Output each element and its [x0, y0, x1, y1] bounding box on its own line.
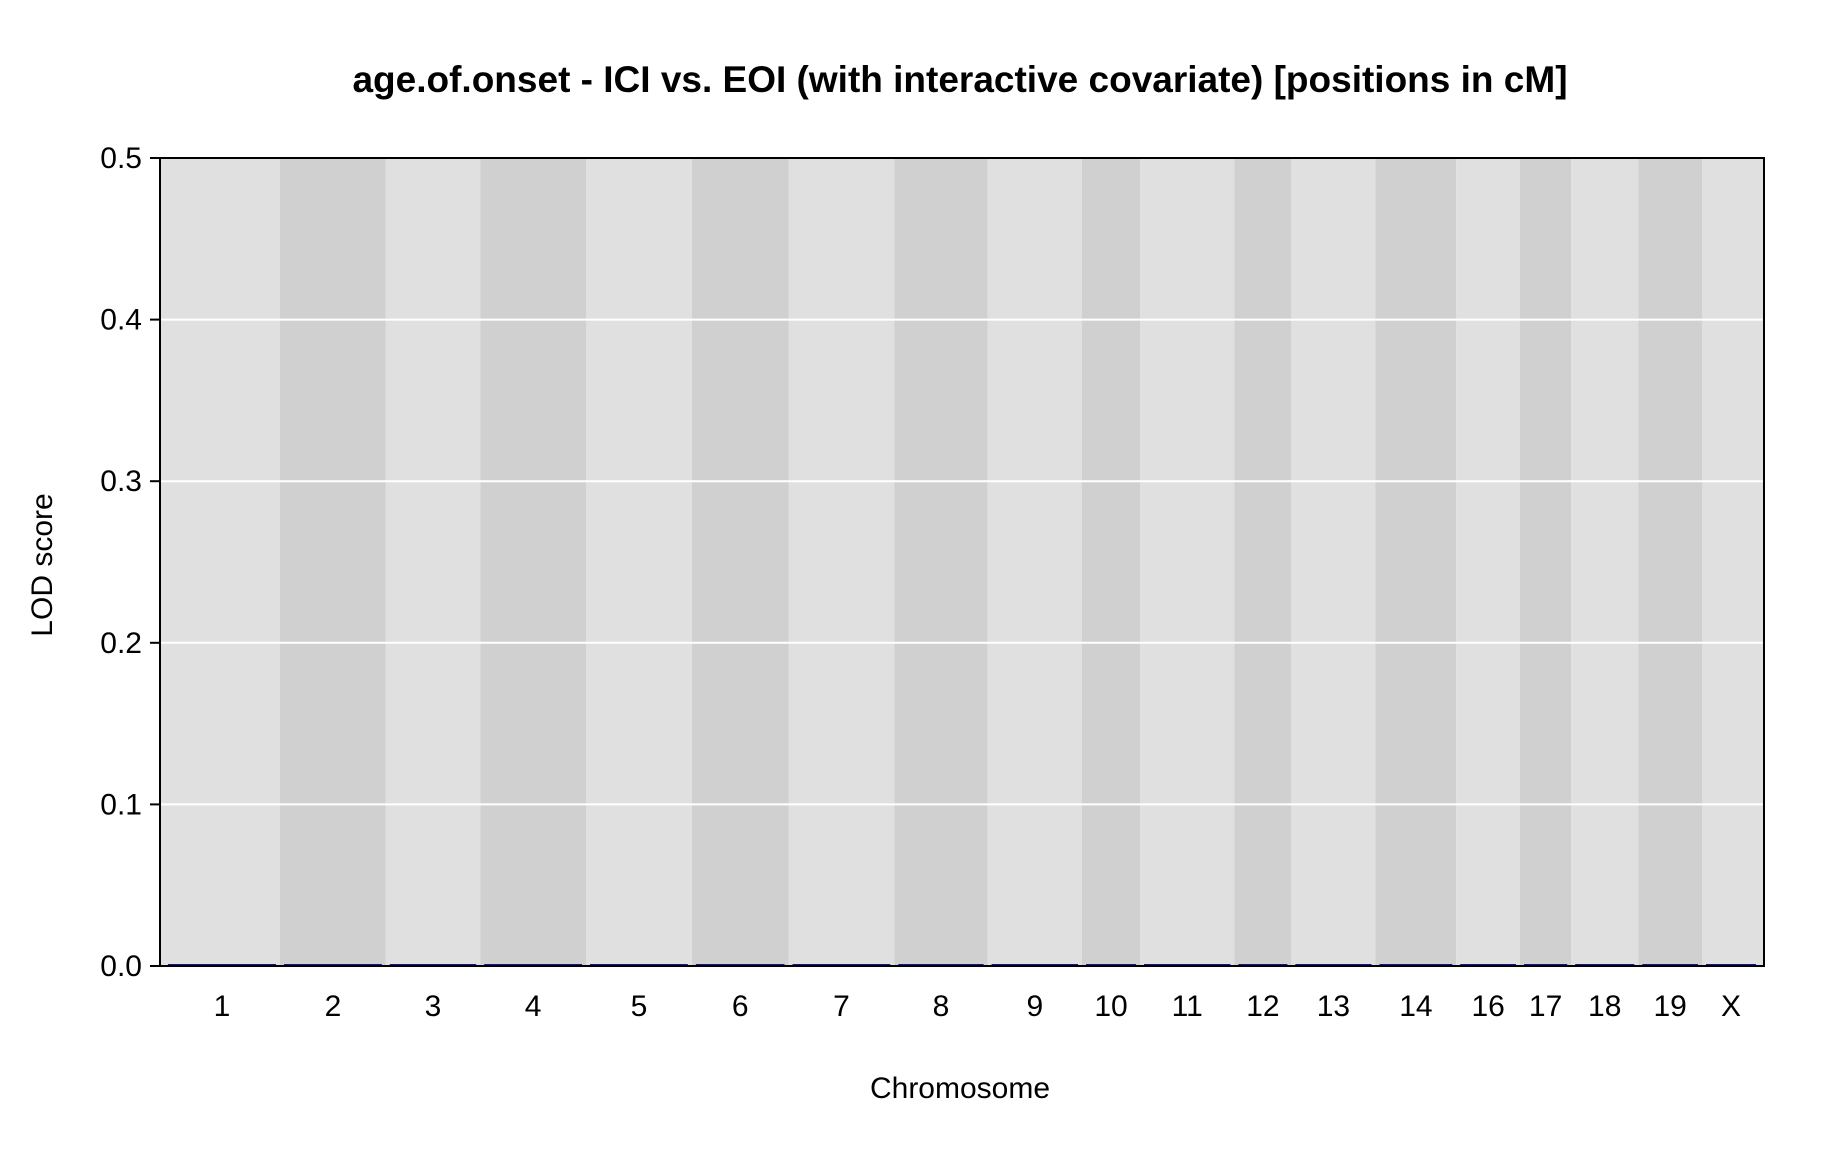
chromosome-band-4 [480, 158, 587, 966]
x-tick-label-8: 8 [933, 990, 950, 1023]
x-tick-label-11: 11 [1172, 990, 1203, 1023]
x-tick-label-4: 4 [525, 990, 542, 1023]
y-tick-label: 0.1 [100, 788, 142, 821]
y-tick-label: 0.3 [100, 465, 142, 498]
x-tick-label-16: 16 [1471, 990, 1504, 1023]
y-tick-label: 0.4 [100, 304, 142, 337]
x-tick-label-17: 17 [1529, 990, 1562, 1023]
x-tick-label-9: 9 [1026, 990, 1043, 1023]
chromosome-band-6 [691, 158, 789, 966]
x-tick-label-1: 1 [214, 990, 231, 1023]
x-axis-ticks: 1 2 3 4 5 6 7 8 9 10 11 12 13 14 16 17 18 19 X [214, 990, 1741, 1023]
chromosome-band-12 [1234, 158, 1292, 966]
chromosome-band-X [1702, 158, 1764, 966]
x-axis-label: Chromosome [870, 1072, 1050, 1105]
chromosome-band-7 [788, 158, 895, 966]
x-tick-label-6: 6 [732, 990, 749, 1023]
chromosome-band-14 [1375, 158, 1457, 966]
x-tick-label-14: 14 [1399, 990, 1432, 1023]
x-tick-label-13: 13 [1317, 990, 1350, 1023]
chromosome-band-19 [1638, 158, 1703, 966]
chromosome-band-8 [894, 158, 988, 966]
chart-title: age.of.onset - ICI vs. EOI (with interac… [352, 59, 1567, 100]
x-tick-label-X: X [1721, 990, 1741, 1023]
y-tick-label: 0.2 [100, 627, 142, 660]
x-tick-label-3: 3 [425, 990, 442, 1023]
x-tick-label-2: 2 [325, 990, 342, 1023]
chromosome-bands [160, 158, 1764, 966]
x-tick-label-10: 10 [1094, 990, 1127, 1023]
x-tick-label-19: 19 [1653, 990, 1686, 1023]
plot-frame [159, 157, 1765, 967]
chromosome-band-2 [280, 158, 386, 966]
y-axis-label: LOD score [26, 493, 59, 636]
x-tick-label-5: 5 [631, 990, 648, 1023]
chromosome-band-16 [1456, 158, 1520, 966]
x-tick-label-7: 7 [833, 990, 850, 1023]
y-tick-label: 0.5 [100, 142, 142, 175]
chromosome-band-5 [586, 158, 692, 966]
chromosome-band-11 [1140, 158, 1235, 966]
chromosome-band-1 [160, 158, 281, 966]
chromosome-band-18 [1571, 158, 1639, 966]
chromosome-band-17 [1519, 158, 1572, 966]
chromosome-band-9 [987, 158, 1083, 966]
chromosome-band-10 [1082, 158, 1141, 966]
x-tick-label-12: 12 [1246, 990, 1279, 1023]
y-tick-label: 0.0 [100, 950, 142, 983]
grid-lines [160, 318, 1764, 806]
chromosome-band-13 [1291, 158, 1376, 966]
chromosome-band-3 [385, 158, 481, 966]
x-tick-label-18: 18 [1588, 990, 1621, 1023]
y-axis-ticks: 0.0 0.1 0.2 0.3 0.4 0.5 [100, 142, 160, 983]
